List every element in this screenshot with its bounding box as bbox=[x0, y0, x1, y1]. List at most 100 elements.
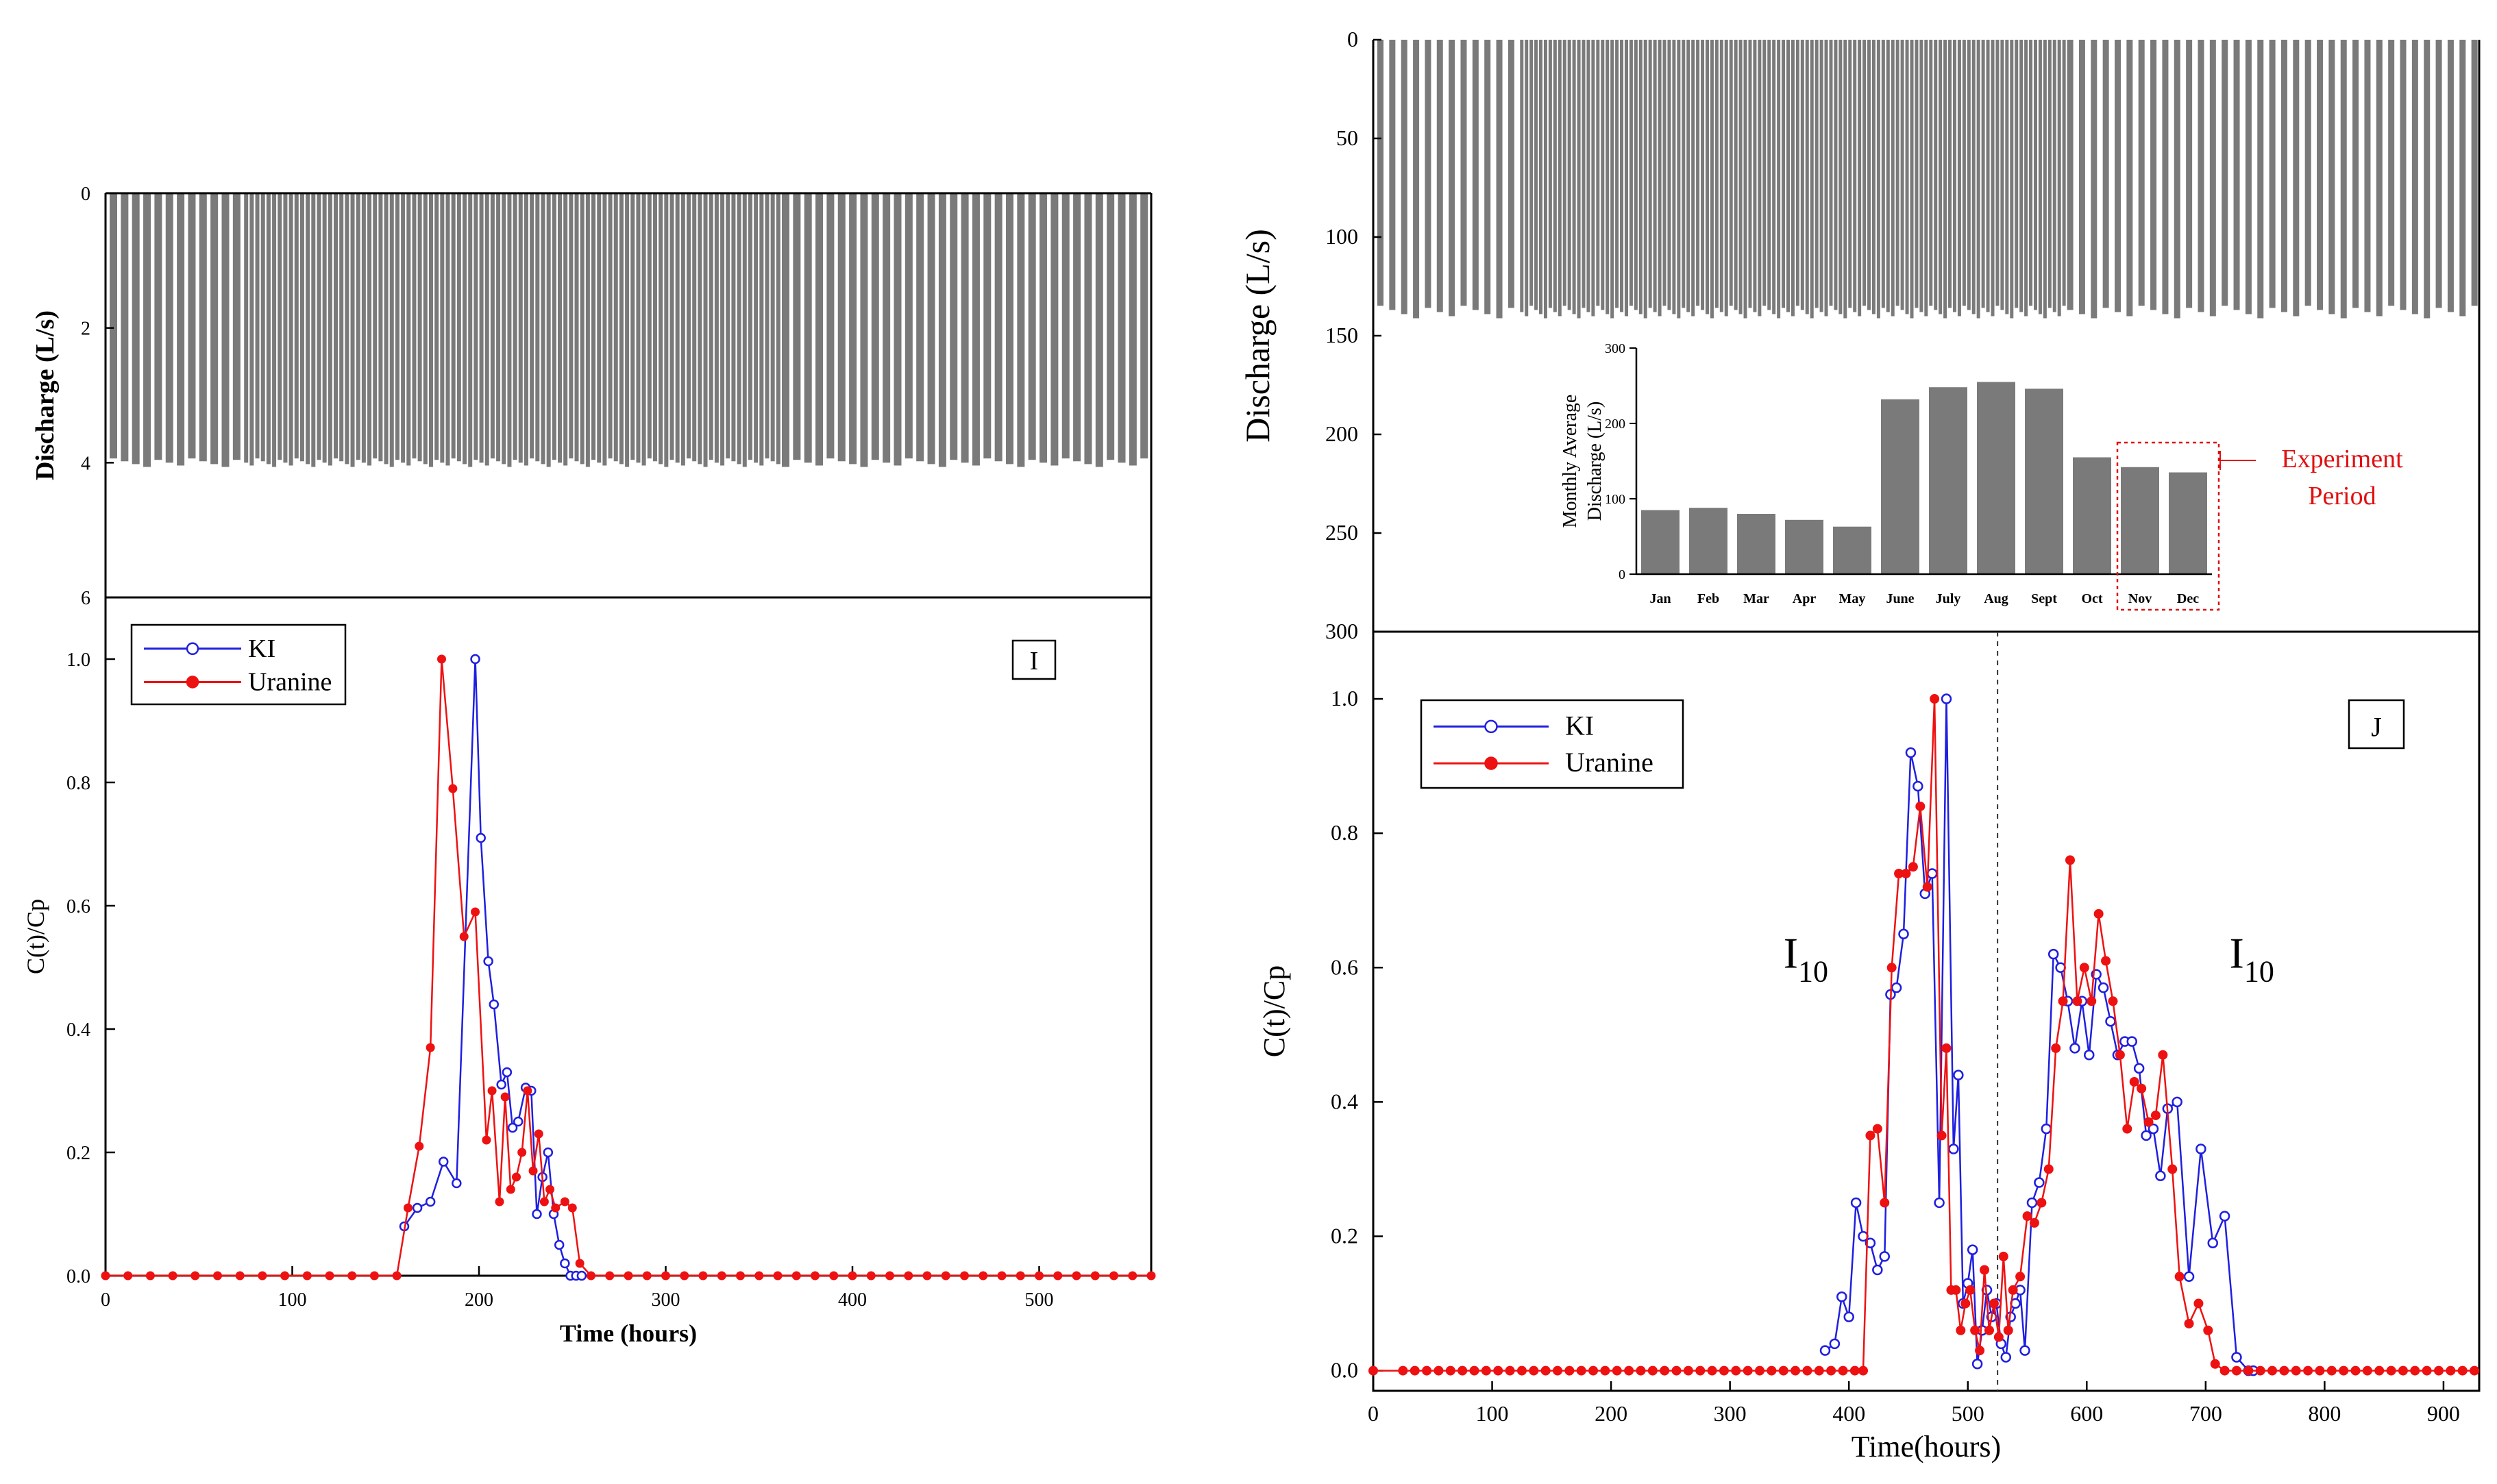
panel-label-box bbox=[1011, 639, 1057, 680]
discharge-bar bbox=[1895, 40, 1899, 306]
x-tick-label: 100 bbox=[1476, 1401, 1509, 1426]
discharge-bar bbox=[490, 193, 495, 459]
discharge-bar bbox=[423, 193, 428, 465]
discharge-bar bbox=[110, 193, 117, 459]
discharge-bar bbox=[2340, 40, 2347, 319]
discharge-bar bbox=[765, 193, 770, 459]
discharge-bar bbox=[473, 193, 478, 460]
data-point-ki bbox=[470, 654, 480, 665]
discharge-bar bbox=[143, 193, 151, 467]
discharge-bar bbox=[703, 193, 708, 467]
data-point-uranine bbox=[2279, 1365, 2289, 1376]
discharge-bar bbox=[2047, 40, 2052, 308]
y-tick-label: 0.4 bbox=[1331, 1089, 1358, 1113]
discharge-bar bbox=[1843, 40, 1847, 319]
legend-box bbox=[1420, 699, 1684, 789]
discharge-bar bbox=[1543, 40, 1547, 319]
discharge-bar bbox=[1061, 193, 1070, 459]
discharge-bar bbox=[2052, 40, 2056, 312]
data-point-uranine bbox=[1802, 1365, 1812, 1376]
discharge-bar bbox=[2033, 40, 2037, 310]
data-point-uranine bbox=[1053, 1271, 1063, 1281]
discharge-bar bbox=[479, 193, 484, 463]
data-point-uranine bbox=[1865, 1130, 1875, 1141]
data-point-uranine bbox=[1368, 1365, 1378, 1376]
data-point-uranine bbox=[1564, 1365, 1575, 1376]
data-point-uranine bbox=[392, 1271, 402, 1281]
monthly-bar bbox=[1641, 510, 1680, 574]
discharge-bar bbox=[1572, 40, 1576, 314]
discharge-bar bbox=[1943, 40, 1947, 319]
discharge-bar bbox=[1810, 40, 1814, 319]
discharge-bar bbox=[2067, 40, 2074, 310]
data-point-uranine bbox=[325, 1271, 334, 1281]
discharge-bar bbox=[1967, 40, 1971, 310]
y-tick-label: 250 bbox=[1325, 520, 1358, 545]
discharge-bar bbox=[815, 193, 824, 466]
discharge-bar bbox=[2317, 40, 2324, 310]
discharge-bar bbox=[2057, 40, 2061, 317]
discharge-bar bbox=[1413, 40, 1420, 319]
discharge-bar bbox=[361, 193, 366, 463]
data-point-uranine bbox=[2374, 1365, 2385, 1376]
legend-label-uranine: Uranine bbox=[248, 668, 332, 697]
discharge-bar bbox=[1710, 40, 1714, 319]
data-point-uranine bbox=[2065, 855, 2075, 865]
data-point-uranine bbox=[1469, 1365, 1479, 1376]
discharge-bar bbox=[698, 193, 702, 465]
data-point-uranine bbox=[506, 1185, 515, 1194]
month-label: Oct bbox=[2081, 591, 2102, 606]
data-point-uranine bbox=[101, 1271, 110, 1281]
discharge-bar bbox=[804, 193, 812, 463]
discharge-bar bbox=[1610, 40, 1614, 319]
discharge-bar bbox=[680, 193, 685, 466]
data-point-uranine bbox=[1975, 1346, 1985, 1356]
data-point-uranine bbox=[437, 654, 446, 664]
discharge-bar bbox=[1777, 40, 1781, 319]
data-point-uranine bbox=[922, 1271, 932, 1281]
discharge-bar bbox=[558, 193, 562, 463]
discharge-bar bbox=[2043, 40, 2047, 319]
discharge-bar bbox=[278, 193, 282, 460]
experiment-period-box bbox=[2116, 441, 2220, 611]
discharge-bar bbox=[1829, 40, 1833, 306]
y-tick-label: 0.8 bbox=[1331, 820, 1358, 845]
discharge-bar bbox=[1853, 40, 1857, 312]
discharge-bar bbox=[950, 193, 958, 460]
discharge-bar bbox=[1449, 40, 1455, 317]
data-point-ki bbox=[2133, 1063, 2145, 1074]
data-point-uranine bbox=[1941, 1043, 1952, 1053]
data-point-uranine bbox=[1683, 1365, 1693, 1376]
discharge-bar bbox=[260, 193, 265, 462]
discharge-bar bbox=[188, 193, 196, 459]
y-tick-label: 0.6 bbox=[66, 896, 90, 917]
data-point-uranine bbox=[1965, 1285, 1976, 1295]
discharge-bar bbox=[395, 193, 399, 460]
data-point-ki bbox=[2172, 1096, 2182, 1108]
discharge-bar bbox=[1719, 40, 1723, 312]
discharge-bar bbox=[1791, 40, 1795, 317]
month-label: Jan bbox=[1649, 591, 1671, 606]
monthly-bar bbox=[1689, 508, 1727, 574]
month-label: Feb bbox=[1697, 591, 1719, 606]
data-point-ki bbox=[1905, 747, 1917, 758]
data-point-ki bbox=[1872, 1264, 1883, 1276]
y-tick-label: 0.8 bbox=[66, 773, 90, 794]
discharge-bar bbox=[1952, 40, 1956, 312]
discharge-bar bbox=[518, 193, 523, 463]
data-point-ki bbox=[2126, 1036, 2137, 1047]
discharge-bar bbox=[2411, 40, 2418, 314]
discharge-bar bbox=[1819, 40, 1823, 312]
data-point-uranine bbox=[2470, 1365, 2480, 1376]
discharge-bar bbox=[2257, 40, 2264, 319]
data-point-uranine bbox=[2122, 1124, 2132, 1134]
discharge-bar bbox=[1686, 40, 1690, 312]
data-point-uranine bbox=[866, 1271, 876, 1281]
discharge-bar bbox=[244, 193, 249, 463]
discharge-bar bbox=[1389, 40, 1396, 310]
data-point-uranine bbox=[2115, 1050, 2125, 1060]
right-tracer-chart: 0 100 200 300 400 500 600 700 800 900 0.0 0.2 0.4 0.6… bbox=[1257, 630, 2481, 1463]
discharge-bar bbox=[546, 193, 551, 467]
discharge-bar bbox=[322, 193, 327, 463]
